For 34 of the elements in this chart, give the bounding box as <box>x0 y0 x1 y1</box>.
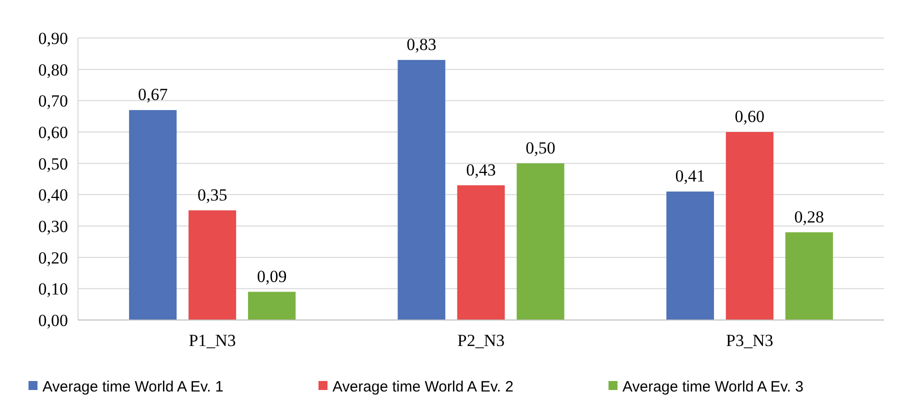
y-tick-label: 0,30 <box>38 216 68 236</box>
bar <box>248 292 296 320</box>
y-tick-label: 0,10 <box>38 280 68 299</box>
bar <box>457 185 505 320</box>
data-label: 0,28 <box>794 207 824 226</box>
data-label: 0,83 <box>406 34 436 54</box>
data-label: 0,35 <box>197 185 228 204</box>
x-tick-label: P1_N3 <box>188 331 236 350</box>
bar <box>129 110 177 320</box>
bar <box>785 232 833 320</box>
y-tick-label: 0,40 <box>38 186 68 205</box>
y-tick-label: 0,50 <box>38 154 68 174</box>
bar <box>398 60 446 320</box>
y-tick-label: 0,20 <box>38 248 68 268</box>
bar <box>666 192 714 320</box>
legend-label: Average time World A Ev. 2 <box>332 378 514 396</box>
x-tick-label: P3_N3 <box>726 331 774 350</box>
y-tick-label: 0,80 <box>38 60 68 80</box>
legend-label: Average time World A Ev. 3 <box>622 378 804 396</box>
data-label: 0,50 <box>526 138 556 158</box>
data-label: 0,67 <box>138 85 168 104</box>
x-tick-label: P2_N3 <box>457 331 505 350</box>
bar <box>726 132 774 320</box>
y-tick-label: 0,70 <box>38 92 68 111</box>
y-tick-label: 0,90 <box>38 28 68 48</box>
data-label: 0,09 <box>256 266 287 286</box>
y-tick-label: 0,00 <box>38 310 68 330</box>
bar <box>188 210 236 320</box>
data-label: 0,60 <box>734 107 765 126</box>
bar <box>516 163 564 320</box>
legend-label: Average time World A Ev. 1 <box>42 378 224 396</box>
y-tick-label: 0,60 <box>38 122 68 142</box>
data-label: 0,43 <box>466 160 496 180</box>
data-label: 0,41 <box>675 166 706 186</box>
